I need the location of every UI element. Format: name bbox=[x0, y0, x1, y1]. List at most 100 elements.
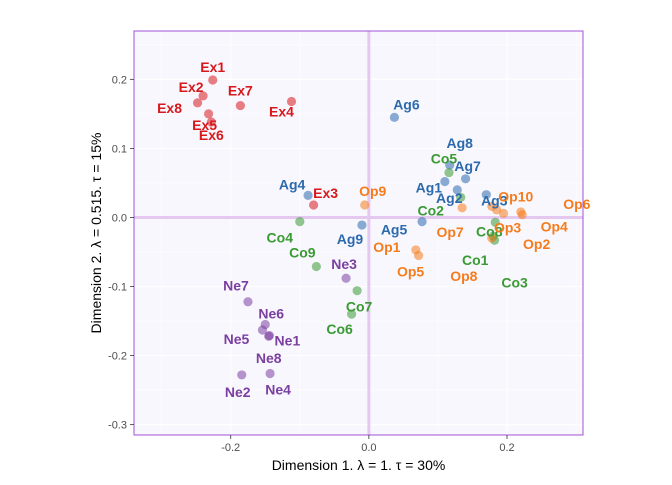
point-op3 bbox=[498, 208, 509, 218]
point-label-ag9: Ag9 bbox=[337, 231, 364, 247]
point-ne3 bbox=[341, 273, 351, 283]
point-label-ex1: Ex1 bbox=[200, 59, 225, 75]
point-ex6 bbox=[206, 117, 216, 127]
point-label-co8: Co8 bbox=[476, 223, 503, 239]
point-label-op9: Op9 bbox=[359, 183, 386, 199]
point-label-co1: Co1 bbox=[462, 252, 489, 268]
point-ag3 bbox=[481, 190, 491, 200]
point-label-ex8: Ex8 bbox=[157, 100, 182, 116]
point-label-op8: Op8 bbox=[450, 268, 477, 284]
point-co5 bbox=[444, 167, 454, 178]
point-label-op10: Op10 bbox=[498, 188, 533, 204]
point-ag9 bbox=[357, 220, 367, 230]
point-ne5 bbox=[257, 325, 268, 335]
y-tick-label: -0.2 bbox=[108, 351, 127, 363]
point-label-op7: Op7 bbox=[436, 224, 463, 240]
point-label-op1: Op1 bbox=[373, 239, 400, 255]
point-label-ne3: Ne3 bbox=[331, 256, 357, 272]
point-label-ex6: Ex6 bbox=[199, 127, 224, 143]
panel-border bbox=[133, 30, 584, 436]
panel-background bbox=[134, 31, 583, 435]
panel-border-rect bbox=[133, 30, 584, 436]
point-label-ne5: Ne5 bbox=[224, 331, 250, 347]
point-ag6 bbox=[389, 112, 400, 122]
point-label-co6: Co6 bbox=[326, 321, 353, 337]
point-op7 bbox=[457, 203, 467, 213]
point-label-ex7: Ex7 bbox=[228, 83, 253, 99]
point-label-ag3: Ag3 bbox=[481, 193, 508, 209]
point-label-op4: Op4 bbox=[541, 219, 568, 235]
point-label-co5: Co5 bbox=[431, 151, 458, 167]
point-label-co7: Co7 bbox=[346, 299, 373, 315]
point-ne8 bbox=[264, 331, 274, 341]
x-tick-label: 0.2 bbox=[499, 442, 514, 454]
point-op8 bbox=[487, 233, 497, 243]
point-label-op2: Op2 bbox=[523, 236, 550, 252]
point-label-ag1: Ag1 bbox=[416, 180, 443, 196]
point-ne7 bbox=[243, 297, 253, 307]
point-label-op3: Op3 bbox=[494, 219, 521, 235]
y-axis-title: Dimension 2. λ = 0.515. τ = 15% bbox=[88, 133, 104, 334]
point-ex8 bbox=[192, 98, 203, 108]
point-label-ex4: Ex4 bbox=[269, 103, 294, 119]
point-op9 bbox=[360, 200, 370, 210]
point-ag1 bbox=[440, 176, 450, 187]
x-axis-title: Dimension 1. λ = 1. τ = 30% bbox=[272, 457, 446, 473]
point-label-ne4: Ne4 bbox=[265, 382, 291, 398]
point-label-ex3: Ex3 bbox=[313, 185, 338, 201]
x-tick-label: 0.0 bbox=[361, 442, 376, 454]
point-label-co3: Co3 bbox=[501, 274, 528, 290]
point-ex1 bbox=[208, 75, 218, 85]
origin-lines bbox=[134, 31, 583, 435]
point-ag7 bbox=[460, 174, 471, 184]
y-tick-label: -0.3 bbox=[108, 420, 127, 432]
plot-panel bbox=[134, 31, 583, 435]
y-tick-label: 0.0 bbox=[112, 212, 127, 224]
point-ex4 bbox=[286, 96, 297, 107]
y-tick-label: 0.1 bbox=[112, 143, 127, 155]
point-label-ex5: Ex5 bbox=[192, 117, 217, 133]
point-ag4 bbox=[303, 190, 313, 200]
point-ne4 bbox=[265, 368, 275, 379]
point-op5 bbox=[413, 250, 424, 261]
point-co6 bbox=[346, 309, 357, 319]
point-label-op5: Op5 bbox=[397, 263, 424, 279]
point-label-ne7: Ne7 bbox=[223, 278, 249, 294]
x-axis-ticks: -0.2 0.0 0.2 bbox=[221, 435, 515, 454]
y-tick-label: -0.1 bbox=[108, 282, 127, 294]
point-label-op6: Op6 bbox=[563, 196, 590, 212]
point-ne2 bbox=[237, 370, 247, 380]
point-label-ne1: Ne1 bbox=[275, 333, 301, 349]
point-label-ag7: Ag7 bbox=[454, 158, 481, 174]
y-tick-label: 0.2 bbox=[112, 74, 127, 86]
point-label-ne2: Ne2 bbox=[225, 384, 251, 400]
point-ex3 bbox=[309, 200, 319, 210]
point-label-ex2: Ex2 bbox=[179, 79, 204, 95]
point-label-ag2: Ag2 bbox=[436, 190, 463, 206]
point-co2 bbox=[456, 192, 466, 203]
data-points bbox=[192, 75, 527, 380]
point-ex7 bbox=[235, 100, 245, 111]
point-label-ag6: Ag6 bbox=[393, 96, 420, 112]
point-label-ag5: Ag5 bbox=[381, 222, 408, 238]
point-label-co2: Co2 bbox=[418, 202, 445, 218]
point-label-co9: Co9 bbox=[289, 244, 316, 260]
point-ex5 bbox=[204, 109, 214, 119]
point-ex2 bbox=[198, 91, 208, 101]
point-label-co4: Co4 bbox=[267, 230, 294, 246]
point-op2 bbox=[492, 205, 502, 215]
point-ag5 bbox=[417, 217, 427, 227]
point-ag8 bbox=[445, 160, 455, 170]
point-label-ag8: Ag8 bbox=[446, 135, 473, 151]
point-co4 bbox=[295, 217, 305, 227]
point-op4 bbox=[517, 210, 527, 220]
point-label-ne6: Ne6 bbox=[258, 306, 284, 322]
point-label-ag4: Ag4 bbox=[279, 176, 306, 192]
point-ag2 bbox=[452, 185, 462, 195]
y-axis-ticks: -0.3 -0.2 -0.1 0.0 0.1 0.2 bbox=[108, 74, 134, 432]
point-co9 bbox=[311, 261, 321, 272]
point-co7 bbox=[352, 286, 362, 296]
